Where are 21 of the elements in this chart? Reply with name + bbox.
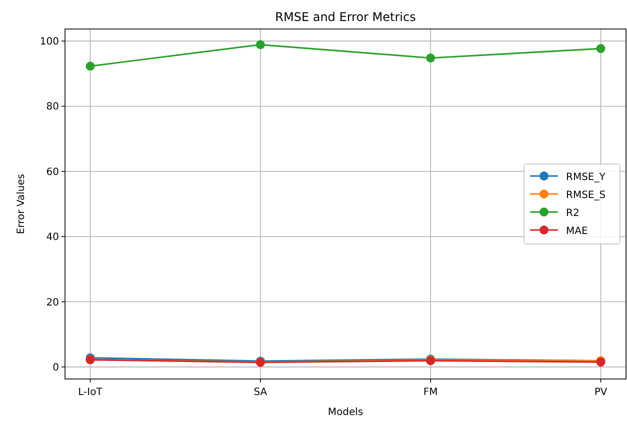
point bbox=[86, 62, 95, 71]
x-tick-label: FM bbox=[423, 387, 438, 398]
legend-label: RMSE_Y bbox=[566, 172, 606, 183]
y-tick-label: 0 bbox=[52, 362, 59, 374]
y-axis-title: Error Values bbox=[16, 174, 27, 234]
x-tick-label: SA bbox=[254, 387, 268, 398]
point bbox=[256, 40, 265, 50]
x-tick-label: PV bbox=[594, 387, 608, 398]
x-axis-title: Models bbox=[328, 407, 364, 418]
legend-label: R2 bbox=[566, 208, 580, 219]
chart-title: RMSE and Error Metrics bbox=[275, 10, 416, 24]
y-tick-label: 100 bbox=[40, 36, 59, 48]
y-tick-label: 80 bbox=[46, 102, 59, 113]
y-tick-label: 60 bbox=[46, 166, 59, 178]
legend-label: RMSE_S bbox=[566, 190, 606, 201]
point bbox=[426, 54, 436, 63]
y-tick-label: 40 bbox=[46, 232, 59, 244]
x-tick-label: L-IoT bbox=[78, 387, 104, 398]
y-tick-label: 20 bbox=[46, 297, 59, 308]
point bbox=[596, 44, 606, 54]
legend-label: MAE bbox=[566, 226, 588, 237]
